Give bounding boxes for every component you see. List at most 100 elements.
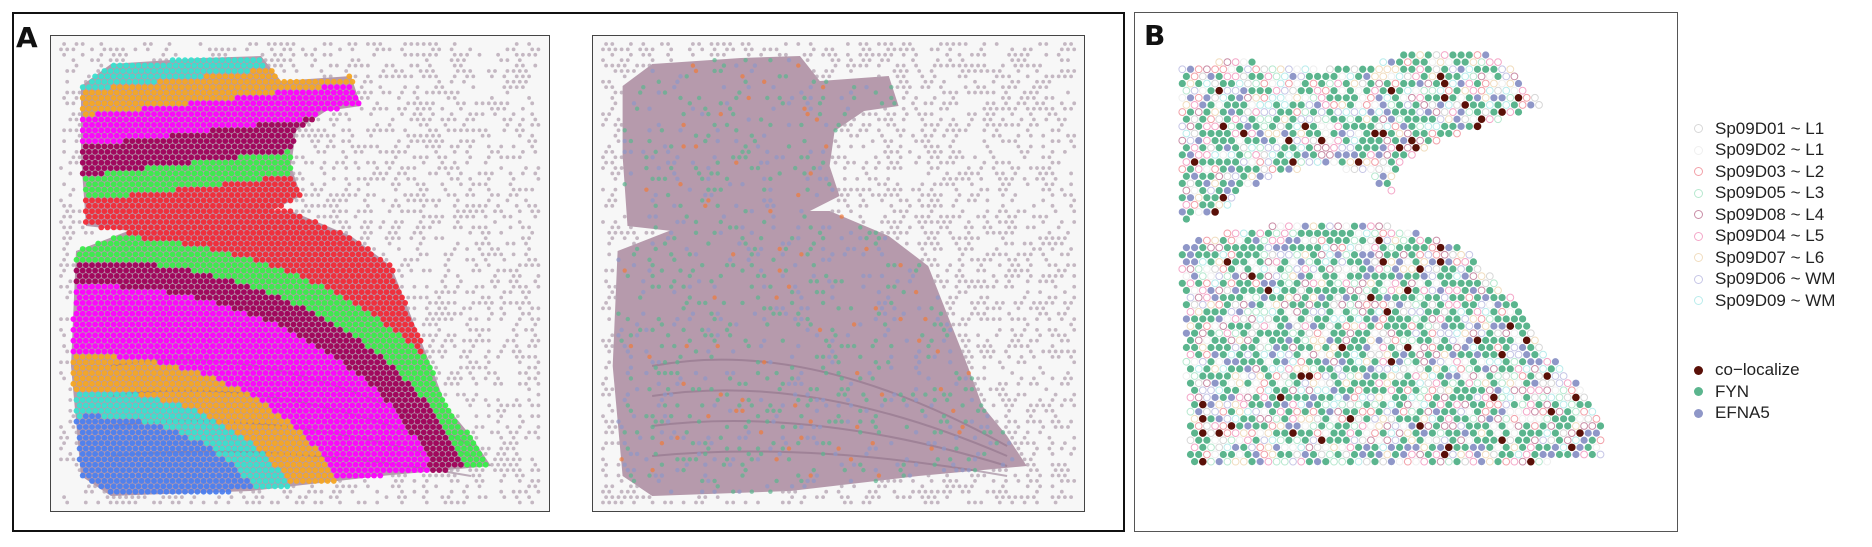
tissue-spot	[284, 214, 290, 220]
fiducial-spot	[521, 107, 525, 111]
tissue-spot	[337, 230, 343, 236]
tissue-spot	[377, 408, 383, 414]
tissue-spot	[238, 424, 244, 430]
tissue-spot	[418, 435, 424, 441]
tissue-spot	[148, 322, 154, 328]
tissue-spot	[123, 203, 129, 209]
tissue-spot	[222, 289, 228, 295]
tissue-spot	[173, 300, 179, 306]
tissue-spot	[390, 278, 396, 284]
tissue-spot	[160, 473, 166, 479]
fiducial-spot	[382, 69, 386, 73]
tissue-spot	[257, 57, 263, 63]
tissue-spot	[244, 446, 250, 452]
fiducial-spot	[174, 53, 178, 57]
tissue-spot	[151, 262, 157, 268]
fiducial-spot	[422, 107, 426, 111]
tissue-spot	[219, 295, 225, 301]
tissue-spot	[260, 95, 266, 101]
fiducial-spot	[397, 172, 401, 176]
tissue-spot	[185, 257, 191, 263]
tissue-spot	[195, 90, 201, 96]
tissue-spot	[390, 451, 396, 457]
tissue-spot	[83, 198, 89, 204]
tissue-spot	[92, 332, 98, 338]
tissue-spot	[334, 473, 340, 479]
fiducial-spot	[465, 139, 469, 143]
tissue-spot	[346, 473, 352, 479]
tissue-spot	[157, 435, 163, 441]
fiducial-spot	[68, 452, 72, 456]
tissue-spot	[210, 311, 216, 317]
tissue-spot	[83, 424, 89, 430]
tissue-spot	[86, 408, 92, 414]
tissue-spot	[191, 192, 197, 198]
tissue-spot	[371, 462, 377, 468]
fiducial-spot	[428, 323, 432, 327]
tissue-spot	[136, 235, 142, 241]
tissue-spot	[312, 456, 318, 462]
tissue-spot	[92, 322, 98, 328]
tissue-spot	[439, 440, 445, 446]
fiducial-spot	[524, 80, 528, 84]
fiducial-spot	[360, 225, 364, 229]
tissue-spot	[424, 370, 430, 376]
tissue-spot	[154, 440, 160, 446]
tissue-spot	[176, 241, 182, 247]
tissue-spot	[266, 300, 272, 306]
tissue-spot	[185, 203, 191, 209]
tissue-spot	[176, 90, 182, 96]
tissue-spot	[83, 208, 89, 214]
tissue-spot	[176, 100, 182, 106]
tissue-spot	[154, 160, 160, 166]
tissue-spot	[123, 257, 129, 263]
fiducial-spot	[96, 58, 100, 62]
tissue-spot	[204, 322, 210, 328]
tissue-spot	[281, 111, 287, 117]
fiducial-spot	[332, 490, 336, 494]
tissue-spot	[185, 365, 191, 371]
tissue-spot	[157, 446, 163, 452]
tissue-spot	[250, 338, 256, 344]
tissue-spot	[263, 144, 269, 150]
tissue-spot	[126, 424, 132, 430]
tissue-spot	[207, 435, 213, 441]
tissue-spot	[343, 370, 349, 376]
tissue-spot	[182, 273, 188, 279]
tissue-spot	[210, 365, 216, 371]
tissue-spot	[238, 273, 244, 279]
tissue-spot	[257, 295, 263, 301]
fiducial-spot	[471, 215, 475, 219]
fiducial-spot	[499, 166, 503, 170]
tissue-spot	[102, 478, 108, 484]
tissue-spot	[222, 278, 228, 284]
tissue-spot	[269, 187, 275, 193]
tissue-spot	[343, 435, 349, 441]
tissue-spot	[291, 429, 297, 435]
tissue-spot	[210, 268, 216, 274]
tissue-spot	[291, 278, 297, 284]
tissue-spot	[288, 327, 294, 333]
tissue-spot	[157, 359, 163, 365]
tissue-spot	[182, 68, 188, 74]
fiducial-spot	[512, 274, 516, 278]
tissue-spot	[250, 467, 256, 473]
tissue-spot	[126, 381, 132, 387]
tissue-spot	[129, 127, 135, 133]
tissue-spot	[284, 376, 290, 382]
tissue-spot	[408, 365, 414, 371]
tissue-spot	[111, 117, 117, 123]
tissue-spot	[92, 365, 98, 371]
tissue-spot	[207, 251, 213, 257]
tissue-spot	[216, 408, 222, 414]
tissue-spot	[309, 354, 315, 360]
fiducial-spot	[502, 463, 506, 467]
tissue-spot	[371, 354, 377, 360]
tissue-spot	[105, 95, 111, 101]
tissue-spot	[368, 284, 374, 290]
fiducial-spot	[310, 128, 314, 132]
tissue-spot	[291, 138, 297, 144]
tissue-spot	[176, 165, 182, 171]
tissue-spot	[433, 462, 439, 468]
tissue-spot	[216, 106, 222, 112]
